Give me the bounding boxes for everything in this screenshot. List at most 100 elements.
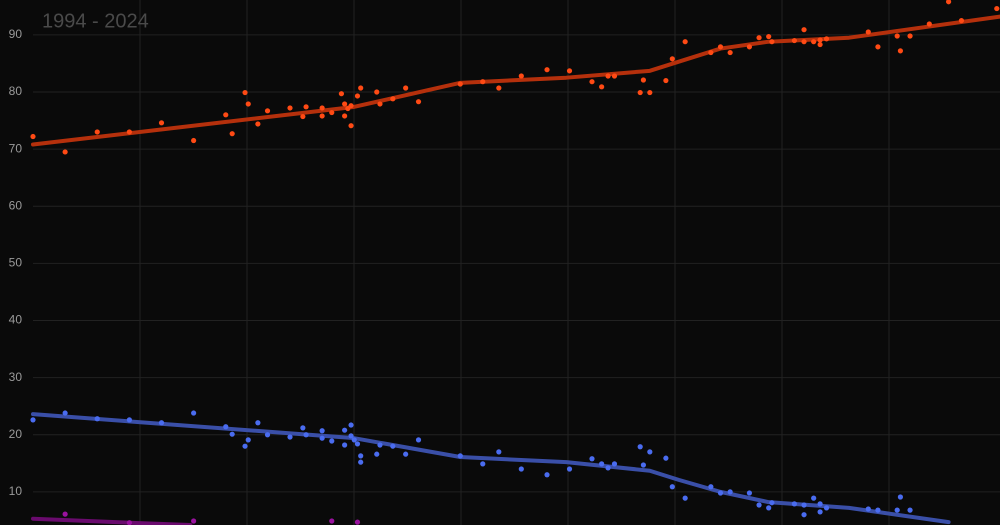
point <box>769 39 775 45</box>
point <box>264 432 271 438</box>
point <box>801 27 807 33</box>
point <box>390 96 396 102</box>
point <box>637 89 643 96</box>
point <box>682 39 688 45</box>
point <box>329 109 335 116</box>
point <box>727 49 733 56</box>
point <box>756 35 762 41</box>
point <box>303 432 309 438</box>
point <box>457 81 463 87</box>
point <box>958 17 965 24</box>
point <box>945 0 952 5</box>
point <box>158 420 165 426</box>
point <box>727 489 733 495</box>
point <box>875 507 881 513</box>
point <box>669 484 675 490</box>
point <box>126 520 132 525</box>
point <box>746 490 753 496</box>
point <box>415 99 422 105</box>
point <box>518 73 524 79</box>
point <box>242 89 248 96</box>
point <box>287 434 293 440</box>
point <box>403 451 409 457</box>
point <box>62 149 68 155</box>
point <box>348 433 354 439</box>
point <box>926 21 932 27</box>
point <box>817 501 823 507</box>
point <box>708 49 714 56</box>
point <box>566 68 573 74</box>
point <box>647 449 653 455</box>
point <box>663 77 669 84</box>
point <box>300 113 306 120</box>
point <box>640 462 646 468</box>
point <box>348 103 354 109</box>
point <box>30 133 36 140</box>
point <box>223 112 229 118</box>
point <box>303 104 309 110</box>
point <box>329 518 335 524</box>
point <box>791 501 797 507</box>
point <box>245 101 251 107</box>
point <box>377 101 383 107</box>
vertical-grid <box>139 0 890 525</box>
point <box>544 472 550 478</box>
point <box>287 105 293 111</box>
point <box>319 435 325 441</box>
point <box>329 438 335 444</box>
point <box>319 113 325 119</box>
point <box>611 461 618 467</box>
point <box>496 85 502 91</box>
point <box>158 120 165 126</box>
point <box>518 466 524 472</box>
point <box>191 410 197 416</box>
point <box>62 511 68 517</box>
point <box>823 505 830 511</box>
point <box>358 459 364 465</box>
point <box>245 437 251 443</box>
point <box>611 73 618 79</box>
point <box>994 5 1000 12</box>
point <box>717 44 724 50</box>
y-tick-label: 50 <box>9 256 23 270</box>
trend-line <box>31 412 951 525</box>
point <box>589 456 595 462</box>
y-tick-label: 30 <box>9 370 23 384</box>
point <box>94 416 100 422</box>
point <box>300 425 306 431</box>
point <box>637 444 643 450</box>
point <box>358 85 364 91</box>
point <box>354 93 361 99</box>
point <box>894 507 900 513</box>
point <box>599 84 605 90</box>
point <box>348 422 354 428</box>
point <box>663 455 669 461</box>
point <box>589 79 595 85</box>
point <box>255 420 261 426</box>
point <box>605 73 611 79</box>
point <box>390 443 396 449</box>
point <box>342 113 348 119</box>
point <box>480 79 486 85</box>
point <box>766 505 772 511</box>
point <box>875 44 881 50</box>
point <box>403 85 409 91</box>
chart-subtitle: 1994 - 2024 <box>42 10 149 32</box>
point <box>708 484 714 490</box>
point <box>126 129 132 135</box>
point <box>480 461 486 467</box>
point <box>126 417 132 423</box>
point <box>640 77 646 83</box>
point <box>865 29 871 35</box>
point <box>62 410 68 416</box>
point <box>348 123 354 129</box>
y-tick-label: 20 <box>9 427 23 441</box>
point <box>746 44 753 50</box>
y-tick-label: 10 <box>9 484 23 498</box>
point <box>894 33 900 39</box>
point <box>457 453 463 459</box>
point <box>599 461 605 467</box>
point <box>566 466 573 472</box>
point <box>907 507 913 513</box>
